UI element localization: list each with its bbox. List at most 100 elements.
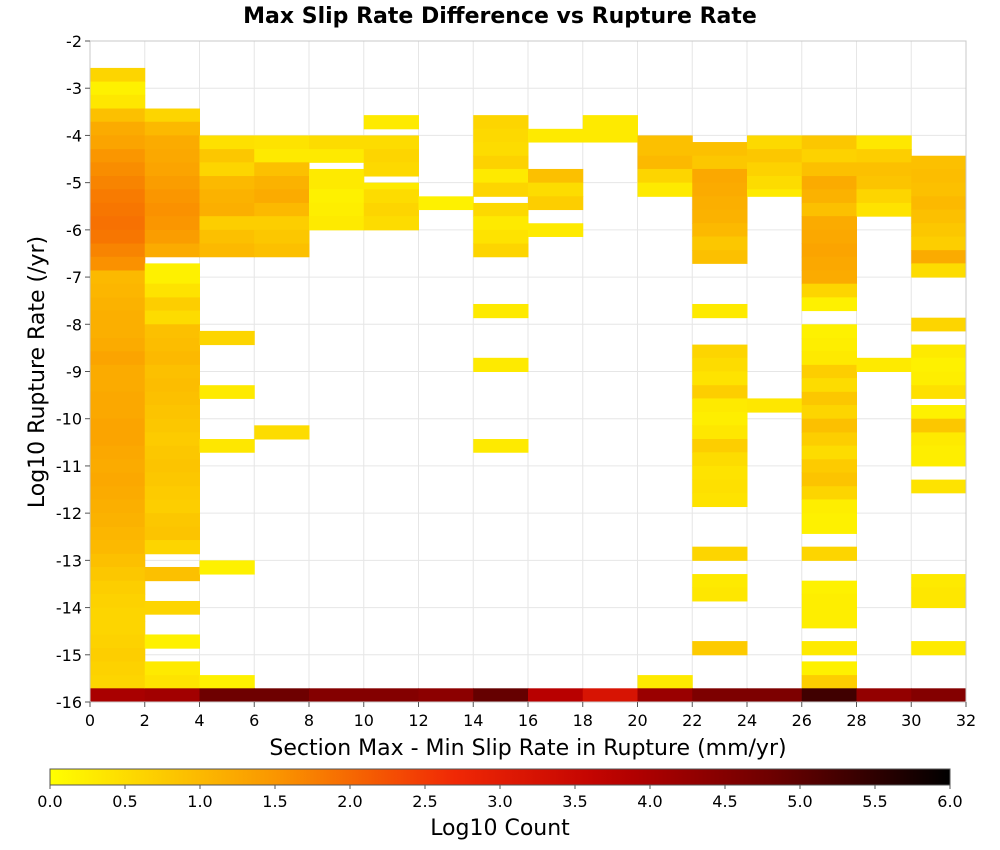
- heatmap-cell: [747, 149, 803, 163]
- heatmap-cell: [911, 688, 967, 703]
- heatmap-cell: [637, 135, 693, 150]
- x-tick-label: 10: [354, 711, 374, 730]
- x-tick-label: 4: [194, 711, 204, 730]
- heatmap-cell: [144, 405, 200, 420]
- heatmap-cell: [692, 357, 748, 372]
- heatmap-cell: [911, 587, 967, 609]
- heatmap-cell: [199, 675, 255, 689]
- x-tick-label: 16: [518, 711, 538, 730]
- y-axis: -2 -3 -4 -5 -6 -7 -8 -9 -10 -11 -12 -13 -14 -15 -16: [56, 32, 90, 712]
- heatmap-cell: [199, 176, 255, 190]
- y-tick-label: -12: [56, 504, 82, 523]
- heatmap-cell: [911, 445, 967, 467]
- heatmap-cell: [90, 81, 146, 96]
- heatmap-cell: [911, 155, 967, 170]
- heatmap-cell: [801, 364, 857, 379]
- heatmap-cell: [144, 499, 200, 514]
- heatmap-cell: [363, 162, 419, 177]
- heatmap-cell: [856, 149, 912, 163]
- heatmap-cell: [801, 593, 857, 629]
- heatmap-cell: [90, 94, 146, 110]
- heatmap-cell: [911, 168, 967, 184]
- heatmap-cell: [747, 189, 803, 197]
- heatmap-cell: [144, 675, 200, 689]
- heatmap-cell: [254, 216, 310, 231]
- heatmap-cell: [801, 405, 857, 420]
- heatmap-cell: [144, 688, 200, 703]
- heatmap-cell: [199, 385, 255, 399]
- x-tick-label: 12: [408, 711, 428, 730]
- heatmap-cell: [801, 176, 857, 190]
- heatmap-cell: [144, 351, 200, 366]
- heatmap-cell: [90, 108, 146, 123]
- heatmap-cell: [747, 688, 803, 703]
- heatmap-cell: [692, 574, 748, 588]
- heatmap-cell: [199, 229, 255, 245]
- heatmap-cell: [911, 182, 967, 197]
- heatmap-cell: [801, 324, 857, 339]
- heatmap-cell: [90, 553, 146, 568]
- heatmap-cell: [692, 425, 748, 440]
- heatmap-cell: [473, 142, 529, 157]
- heatmap-cell: [144, 634, 200, 649]
- heatmap-cell: [801, 216, 857, 231]
- heatmap-cell: [144, 162, 200, 177]
- y-tick-label: -2: [66, 32, 82, 51]
- heatmap-cell: [144, 526, 200, 541]
- heatmap-cell: [911, 317, 967, 332]
- heatmap-cell: [90, 634, 146, 649]
- heatmap-cell: [90, 418, 146, 433]
- heatmap-cell: [692, 209, 748, 224]
- colorbar-tick-label: 5.0: [787, 792, 812, 811]
- heatmap-cell: [309, 168, 365, 190]
- heatmap-cell: [911, 418, 967, 433]
- heatmap-cell: [911, 357, 967, 372]
- heatmap-cell: [144, 600, 200, 615]
- x-tick-label: 2: [140, 711, 150, 730]
- heatmap-cell: [418, 688, 474, 703]
- heatmap-cell: [144, 337, 200, 352]
- heatmap-cell: [528, 168, 584, 184]
- heatmap-cell: [90, 445, 146, 460]
- heatmap-cell: [418, 196, 474, 211]
- heatmap-cell: [801, 661, 857, 676]
- heatmap-cell: [144, 283, 200, 298]
- heatmap-cell: [254, 425, 310, 440]
- heatmap-cell: [856, 688, 912, 703]
- heatmap-cell: [528, 196, 584, 211]
- heatmap-cell: [473, 202, 529, 217]
- heatmap-cell: [801, 189, 857, 204]
- heatmap-cell: [801, 135, 857, 150]
- x-axis: 0 2 4 6 8 10 12 14 16 18 20 22 24 26 28 30 32: [85, 702, 976, 730]
- colorbar-tick-label: 6.0: [937, 792, 962, 811]
- heatmap-cell: [473, 688, 529, 703]
- heatmap-cell: [692, 371, 748, 386]
- heatmap-cell: [692, 303, 748, 319]
- heatmap-cell: [199, 560, 255, 575]
- heatmap-cell: [144, 472, 200, 487]
- heatmap-cell: [911, 263, 967, 278]
- heatmap-cell: [254, 162, 310, 177]
- colorbar-tick-label: 0.5: [112, 792, 137, 811]
- heatmap-cell: [473, 439, 529, 453]
- heatmap-cell: [801, 270, 857, 285]
- heatmap-cell: [144, 108, 200, 123]
- heatmap-cell: [144, 243, 200, 258]
- heatmap-cell: [90, 593, 146, 609]
- heatmap-cell: [90, 149, 146, 163]
- heatmap-cell: [801, 580, 857, 595]
- heatmap-cell: [801, 445, 857, 460]
- heatmap-cell: [199, 189, 255, 204]
- heatmap-cell: [254, 135, 310, 150]
- heatmap-cell: [144, 229, 200, 245]
- heatmap-cell: [90, 135, 146, 150]
- colorbar-tick-label: 1.5: [262, 792, 287, 811]
- heatmap-cell: [911, 432, 967, 447]
- y-tick-label: -7: [66, 268, 82, 287]
- heatmap-cell: [144, 297, 200, 312]
- heatmap-cell: [801, 337, 857, 352]
- heatmap-cell: [801, 202, 857, 217]
- heatmap-cell: [90, 229, 146, 245]
- heatmap-cell: [90, 297, 146, 312]
- heatmap-cell: [199, 330, 255, 346]
